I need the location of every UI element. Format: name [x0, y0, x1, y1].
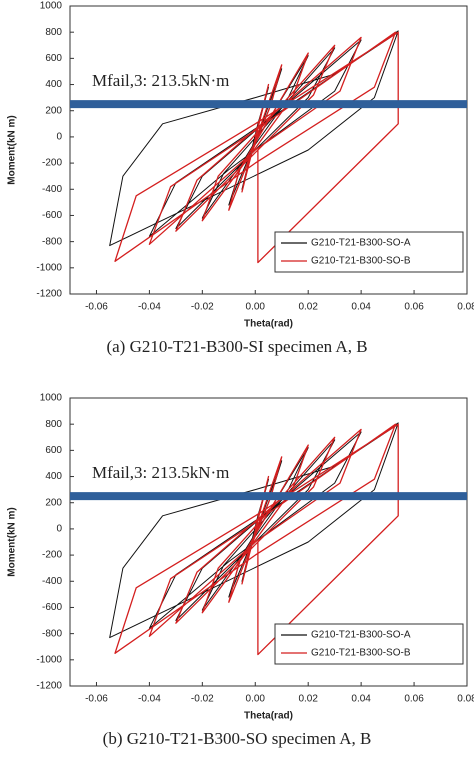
- y-tick-label: -200: [42, 550, 62, 561]
- x-tick-label: -0.02: [191, 302, 214, 313]
- x-tick-label: -0.06: [85, 302, 108, 313]
- series-line: [109, 30, 399, 247]
- y-axis-title: Moment(kN m): [7, 507, 18, 576]
- y-tick-label: -400: [42, 576, 62, 587]
- y-tick-label: 0: [56, 132, 62, 143]
- reference-label: Mfail,3: 213.5kN·m: [92, 71, 229, 90]
- legend-label: G210-T21-B300-SO-A: [311, 238, 411, 249]
- x-tick-label: 0.06: [404, 694, 424, 705]
- legend-label: G210-T21-B300-SO-B: [311, 648, 411, 659]
- y-tick-label: 400: [45, 79, 62, 90]
- x-tick-label: 0.04: [351, 694, 371, 705]
- legend-box: [274, 623, 464, 665]
- plot-frame: [69, 5, 468, 295]
- x-tick-label: 0.02: [298, 302, 318, 313]
- x-tick-label: -0.02: [191, 694, 214, 705]
- y-tick-label: -400: [42, 184, 62, 195]
- reference-label: Mfail,3: 213.5kN·m: [92, 463, 229, 482]
- y-tick-label: 200: [45, 105, 62, 116]
- y-tick-label: 1000: [40, 1, 63, 12]
- y-axis-title: Moment(kN m): [7, 115, 18, 184]
- legend-label: G210-T21-B300-SO-A: [311, 630, 411, 641]
- y-tick-label: -200: [42, 158, 62, 169]
- y-tick-label: -600: [42, 602, 62, 613]
- x-tick-label: 0.02: [298, 694, 318, 705]
- plot-frame: [69, 397, 468, 687]
- legend-box: [274, 231, 464, 273]
- y-tick-label: 1000: [40, 393, 63, 404]
- y-tick-label: -1200: [36, 681, 62, 692]
- x-tick-label: -0.04: [138, 302, 161, 313]
- y-tick-label: -1000: [36, 262, 62, 273]
- caption: (a) G210-T21-B300-SI specimen A, B: [106, 337, 367, 356]
- series-line: [114, 423, 399, 656]
- y-tick-label: 400: [45, 471, 62, 482]
- caption: (b) G210-T21-B300-SO specimen A, B: [103, 729, 372, 748]
- x-tick-label: 0.06: [404, 302, 424, 313]
- y-tick-label: 600: [45, 53, 62, 64]
- x-tick-label: 0.04: [351, 302, 371, 313]
- x-axis-title: Theta(rad): [244, 711, 293, 722]
- y-tick-label: 200: [45, 497, 62, 508]
- y-tick-label: 800: [45, 419, 62, 430]
- series-line: [109, 422, 399, 639]
- legend-label: G210-T21-B300-SO-B: [311, 256, 411, 267]
- y-tick-label: 0: [56, 524, 62, 535]
- y-tick-label: -800: [42, 236, 62, 247]
- x-axis-title: Theta(rad): [244, 319, 293, 330]
- y-tick-label: -1000: [36, 654, 62, 665]
- series-line: [114, 31, 399, 264]
- x-tick-label: 0.00: [246, 302, 266, 313]
- y-tick-label: -800: [42, 628, 62, 639]
- x-tick-label: 0.00: [246, 694, 266, 705]
- y-tick-label: 600: [45, 445, 62, 456]
- y-tick-label: 800: [45, 27, 62, 38]
- x-tick-label: -0.06: [85, 694, 108, 705]
- x-tick-label: 0.08: [457, 694, 474, 705]
- x-tick-label: 0.08: [457, 302, 474, 313]
- y-tick-label: -1200: [36, 289, 62, 300]
- x-tick-label: -0.04: [138, 694, 161, 705]
- y-tick-label: -600: [42, 210, 62, 221]
